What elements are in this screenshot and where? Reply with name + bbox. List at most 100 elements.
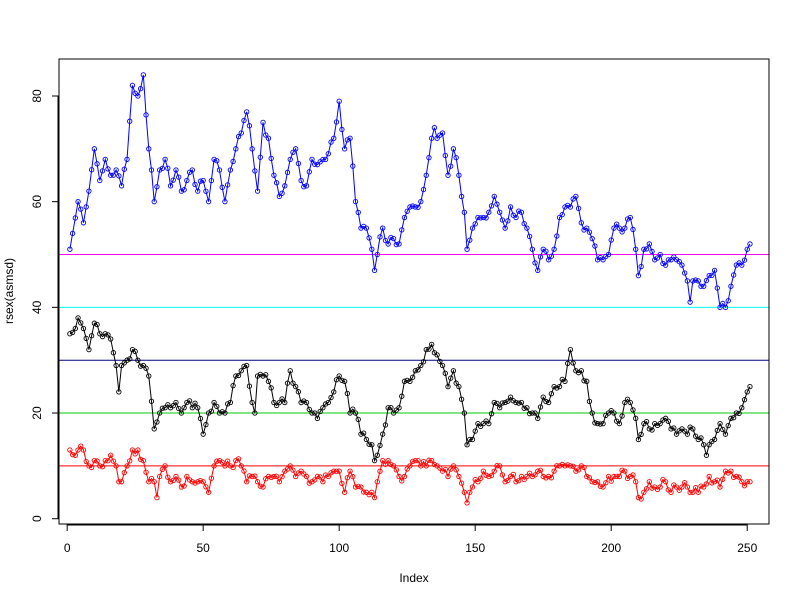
series-2-point bbox=[711, 479, 718, 485]
series-0-point bbox=[208, 177, 214, 184]
series-1-point bbox=[178, 410, 185, 416]
series-2-point bbox=[638, 496, 644, 502]
series-0-point bbox=[388, 234, 394, 241]
series-2-point bbox=[388, 461, 394, 468]
series-2-point bbox=[238, 463, 244, 469]
series-0-point bbox=[679, 262, 685, 268]
series-1-point bbox=[186, 398, 193, 404]
series-0-point bbox=[458, 193, 465, 200]
series-2-point bbox=[306, 480, 312, 486]
series-0-point bbox=[589, 236, 595, 242]
series-0-point bbox=[290, 149, 296, 156]
series-2-point bbox=[271, 473, 277, 480]
series-0-point bbox=[78, 206, 84, 212]
series-2-point bbox=[703, 481, 710, 487]
series-0-point bbox=[622, 225, 628, 231]
series-1-point bbox=[312, 410, 318, 416]
series-1-point bbox=[619, 413, 625, 419]
series-1-point bbox=[276, 399, 282, 406]
series-1-point bbox=[399, 393, 405, 399]
series-1-point bbox=[244, 362, 250, 369]
series-0-point bbox=[148, 167, 155, 173]
series-0-point bbox=[355, 209, 361, 216]
series-1-point bbox=[396, 405, 402, 411]
series-0-point bbox=[431, 125, 438, 131]
series-0-point bbox=[706, 272, 712, 279]
series-0-point bbox=[331, 135, 337, 141]
series-2-point bbox=[497, 463, 503, 469]
series-0-point bbox=[200, 177, 206, 184]
series-0-point bbox=[358, 225, 364, 231]
series-0-point bbox=[173, 167, 179, 173]
series-2-point bbox=[720, 476, 726, 482]
series-0-point bbox=[521, 220, 527, 227]
series-0-point bbox=[592, 243, 598, 249]
series-1-point bbox=[507, 394, 514, 400]
series-2-point bbox=[608, 478, 614, 484]
series-2-point bbox=[475, 479, 481, 485]
series-2-point bbox=[110, 458, 117, 464]
series-0-point bbox=[361, 223, 367, 230]
series-0-point bbox=[113, 167, 119, 173]
series-1-point bbox=[314, 415, 321, 421]
series-0-point bbox=[624, 216, 631, 222]
series-1-point bbox=[578, 368, 584, 374]
series-2-point bbox=[565, 462, 571, 468]
series-1-point bbox=[184, 399, 190, 406]
series-2-point bbox=[382, 461, 389, 467]
series-0-point bbox=[306, 169, 312, 175]
series-2-point bbox=[102, 457, 108, 464]
series-1-point bbox=[279, 396, 285, 402]
series-0-point bbox=[649, 248, 655, 255]
series-0-point bbox=[295, 160, 302, 167]
series-0-point bbox=[714, 285, 720, 291]
series-0-point bbox=[94, 161, 100, 167]
series-0-point bbox=[75, 199, 81, 205]
series-0-point bbox=[676, 258, 682, 265]
series-2-point bbox=[146, 479, 152, 485]
series-1-point bbox=[371, 457, 378, 464]
series-1-point bbox=[442, 370, 448, 376]
series-1-point bbox=[363, 436, 370, 443]
series-1-point bbox=[409, 374, 416, 380]
series-1-point bbox=[287, 368, 293, 374]
series-2-point bbox=[317, 474, 323, 480]
series-0-point bbox=[303, 183, 310, 189]
series-0-point bbox=[619, 229, 625, 235]
series-1-point bbox=[510, 398, 516, 404]
series-0-point bbox=[633, 246, 639, 252]
series-0-point bbox=[399, 227, 405, 233]
series-1-point bbox=[551, 383, 557, 390]
series-0-point bbox=[507, 204, 514, 210]
x-tick-label-150: 150 bbox=[465, 541, 485, 555]
series-1-point bbox=[350, 406, 356, 412]
series-2-point bbox=[227, 463, 234, 469]
series-1-point bbox=[415, 367, 421, 373]
series-2-point bbox=[551, 468, 557, 474]
series-1-point bbox=[105, 332, 111, 338]
series-0-point bbox=[608, 237, 614, 243]
series-1-point bbox=[665, 418, 671, 424]
series-1-point bbox=[548, 391, 555, 397]
series-0-point bbox=[567, 204, 574, 210]
series-1-point bbox=[529, 410, 535, 416]
series-2-point bbox=[679, 484, 685, 490]
series-0-point bbox=[156, 167, 163, 173]
series-2-point bbox=[502, 479, 508, 485]
series-1-point bbox=[526, 410, 533, 417]
series-2-point bbox=[189, 479, 195, 485]
y-axis-title: rsex(asmsd) bbox=[2, 258, 16, 324]
series-0-point bbox=[287, 156, 293, 163]
series-1-point bbox=[657, 420, 663, 427]
series-2-point bbox=[396, 473, 402, 480]
series-2-point bbox=[260, 484, 266, 490]
series-0-point bbox=[108, 172, 114, 178]
series-2-point bbox=[630, 472, 636, 478]
series-2-point bbox=[614, 473, 620, 479]
series-1-point bbox=[303, 399, 310, 406]
series-2-point bbox=[369, 489, 375, 495]
series-2-point bbox=[730, 474, 737, 481]
series-0-point bbox=[374, 251, 380, 258]
series-2-point bbox=[646, 479, 652, 485]
series-2-point bbox=[456, 473, 462, 480]
